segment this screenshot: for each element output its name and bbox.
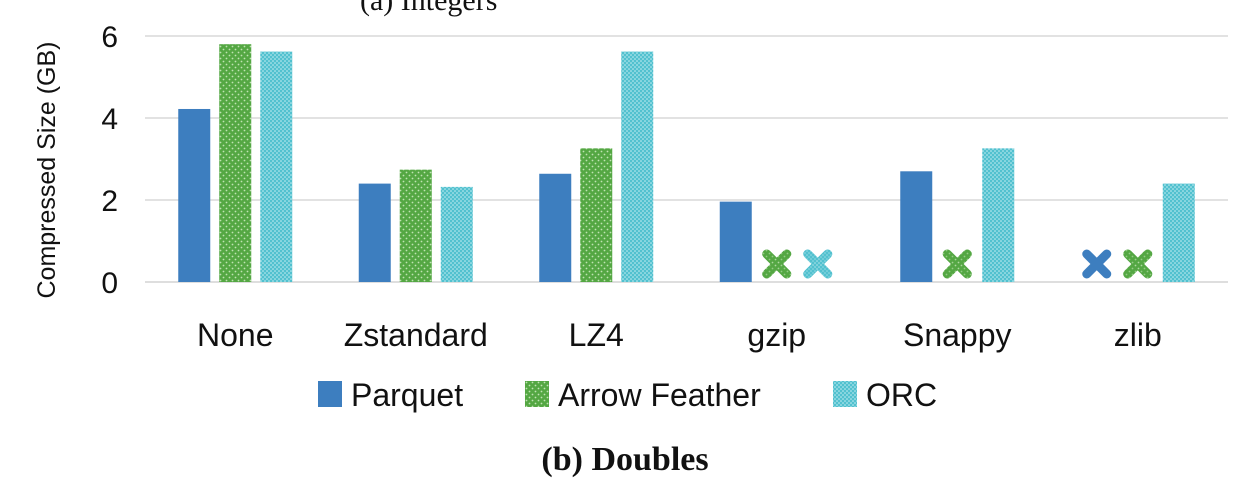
bar-arrow-feather-none: [219, 44, 252, 283]
x-stroke-b-texture: [1123, 249, 1153, 279]
bar-arrow-feather-zstandard: [399, 169, 432, 282]
y-tick-labels: 0 2 4 6: [101, 21, 118, 300]
x-stroke-b-texture: [942, 249, 972, 279]
bar-arrow-feather-lz4: [580, 148, 613, 282]
figure-caption: (b) Doubles: [541, 441, 708, 478]
unsupported-x-icon-parquet: [1082, 249, 1112, 279]
bar-orc-none: [260, 51, 293, 282]
unsupported-x-icon-orc: [803, 249, 833, 279]
top-title-partial: (a) Integers: [360, 0, 497, 17]
legend-swatch-orc: [833, 381, 857, 407]
gridlines: [145, 35, 1228, 283]
bar-parquet-zstandard: [358, 183, 391, 282]
category-labels: None Zstandard LZ4 gzip Snappy zlib: [197, 317, 1162, 353]
unsupported-x-icon-arrow-feather: [942, 249, 972, 279]
bar-parquet-none: [178, 108, 211, 282]
category-label: Snappy: [903, 317, 1012, 353]
legend-label-orc: ORC: [866, 377, 937, 413]
legend-label-parquet: Parquet: [351, 377, 463, 413]
category-label: zlib: [1114, 317, 1162, 353]
bar-orc-zlib: [1162, 183, 1195, 282]
legend-label-arrow-feather: Arrow Feather: [558, 377, 761, 413]
y-tick-label: 6: [101, 21, 118, 54]
x-stroke-b: [1082, 249, 1112, 279]
bars: [178, 44, 1195, 283]
bar-orc-zstandard: [440, 186, 473, 282]
legend-swatch-arrow-feather: [525, 381, 549, 407]
legend: Parquet Arrow Feather ORC: [318, 377, 937, 413]
unsupported-x-icon-arrow-feather: [762, 249, 792, 279]
y-axis-title: Compressed Size (GB): [33, 41, 61, 298]
bar-parquet-gzip: [719, 201, 752, 282]
category-label: None: [197, 317, 274, 353]
y-tick-label: 2: [101, 185, 118, 218]
y-tick-label: 0: [101, 267, 118, 300]
bar-orc-lz4: [621, 51, 654, 282]
unsupported-x-icon-arrow-feather: [1123, 249, 1153, 279]
bar-orc-snappy: [982, 148, 1015, 282]
category-label: gzip: [747, 317, 806, 353]
y-tick-label: 4: [101, 103, 118, 136]
x-stroke-b-texture: [803, 249, 833, 279]
x-stroke-b-texture: [762, 249, 792, 279]
category-label: LZ4: [569, 317, 624, 353]
bar-parquet-snappy: [900, 171, 933, 282]
legend-swatch-parquet: [318, 381, 342, 407]
category-label: Zstandard: [344, 317, 488, 353]
bar-parquet-lz4: [539, 173, 572, 282]
